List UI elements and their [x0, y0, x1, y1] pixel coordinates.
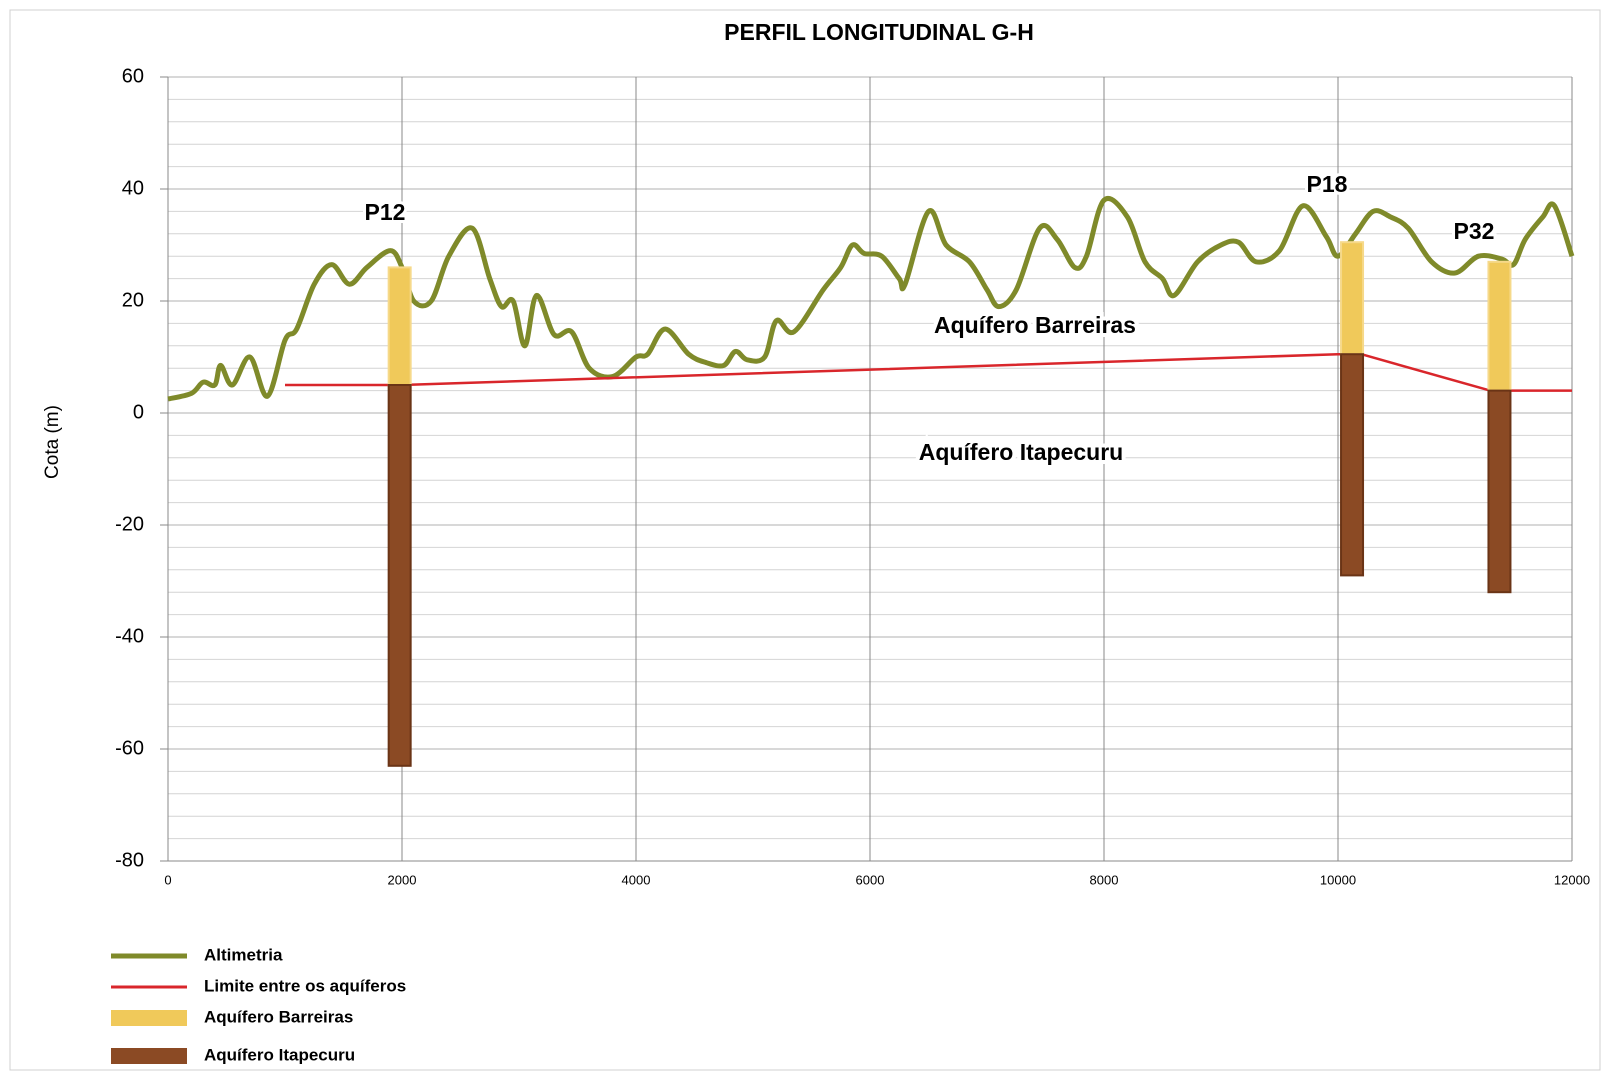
y-tick-label: -20: [115, 513, 144, 535]
legend-label: Limite entre os aquíferos: [204, 976, 406, 995]
line: [167, 196, 1575, 402]
y-axis-label: Cota (m): [42, 405, 63, 479]
well-segment: [1340, 241, 1365, 356]
well-label: P12: [365, 199, 406, 225]
zone-label: Aquífero Barreiras: [934, 312, 1136, 338]
legend-label: Aquífero Itapecuru: [204, 1045, 355, 1064]
x-tick-label: 0: [164, 872, 171, 887]
well-segment: [387, 384, 412, 767]
chart-frame: [9, 9, 1601, 1071]
y-tick-label: 20: [122, 289, 144, 311]
y-tick-label: -80: [115, 849, 144, 871]
x-tick-label: 12000: [1554, 872, 1590, 887]
y-tick-label: 60: [122, 65, 144, 87]
x-tick-label: 10000: [1320, 872, 1356, 887]
x-tick-label: 8000: [1090, 872, 1119, 887]
well-segment: [1487, 389, 1512, 594]
well-segment: [1340, 353, 1365, 577]
well-label: P18: [1307, 171, 1348, 197]
x-tick-label: 2000: [388, 872, 417, 887]
well-segment: [1487, 260, 1512, 392]
legend-swatch: [111, 1048, 187, 1064]
well-segment: [387, 266, 412, 386]
zone-label: Aquífero Itapecuru: [919, 439, 1123, 465]
x-tick-label: 4000: [622, 872, 651, 887]
legend-label: Aquífero Barreiras: [204, 1007, 353, 1026]
legend-label: Altimetria: [204, 945, 283, 964]
y-tick-label: -40: [115, 625, 144, 647]
y-tick-label: -60: [115, 737, 144, 759]
chart-title: PERFIL LONGITUDINAL G-H: [724, 19, 1034, 45]
y-tick-label: 0: [133, 401, 144, 423]
well-label: P32: [1454, 218, 1495, 244]
x-tick-label: 6000: [856, 872, 885, 887]
y-tick-label: 40: [122, 177, 144, 199]
legend-swatch: [111, 1010, 187, 1026]
